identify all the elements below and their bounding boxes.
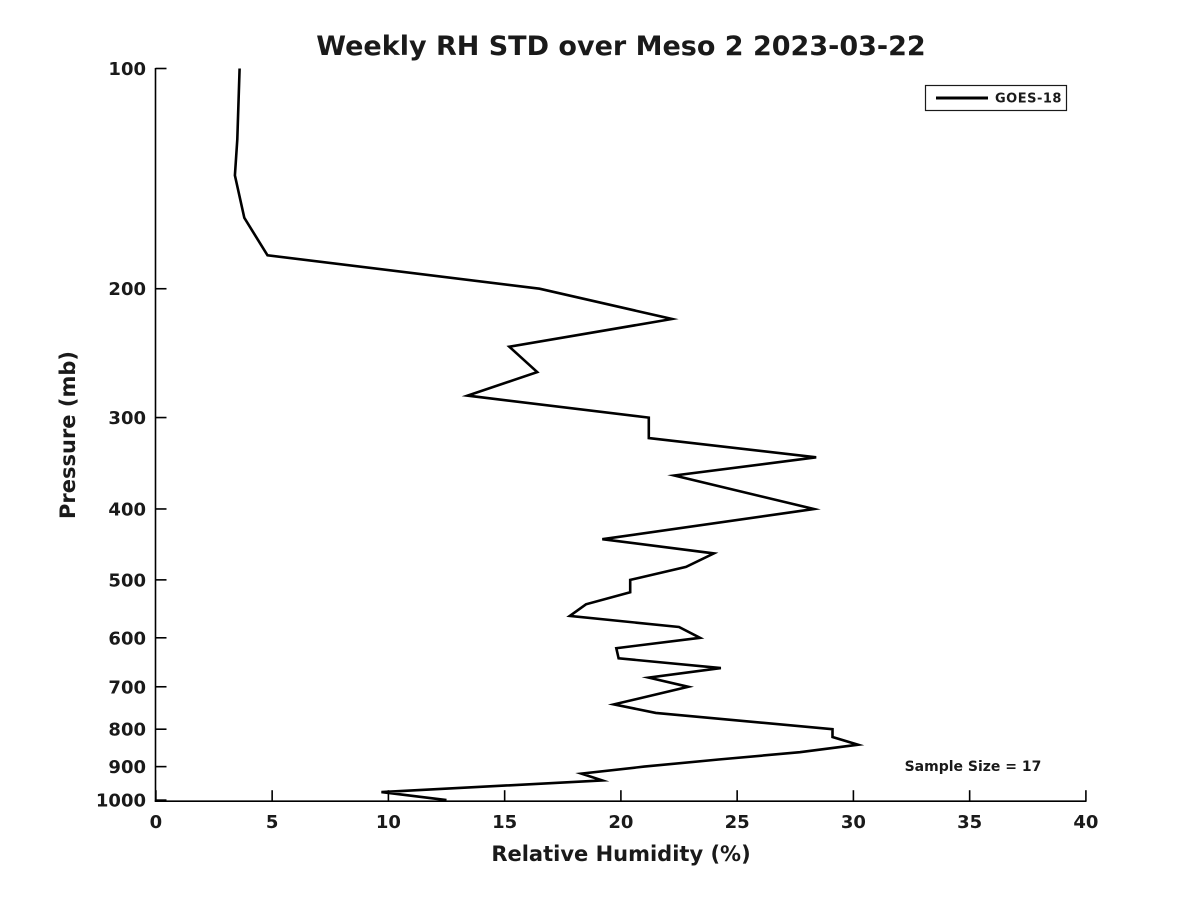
y-tick-label: 800	[108, 720, 146, 741]
x-tick-label: 25	[725, 812, 750, 833]
x-tick-label: 20	[608, 812, 633, 833]
y-tick-label: 1000	[96, 791, 146, 812]
x-tick-label: 5	[266, 812, 279, 833]
y-tick-label: 200	[108, 279, 146, 300]
x-tick-label: 30	[841, 812, 866, 833]
y-tick-label: 600	[108, 628, 146, 649]
x-tick-label: 35	[957, 812, 982, 833]
axis-ticks	[155, 67, 1087, 802]
y-axis-label: Pressure (mb)	[56, 351, 80, 519]
x-tick-label: 40	[1073, 812, 1098, 833]
legend: GOES-18	[924, 84, 1068, 112]
y-tick-label: 100	[108, 59, 146, 80]
y-tick-label: 900	[108, 757, 146, 778]
x-axis-label: Relative Humidity (%)	[491, 842, 750, 866]
data-series-group	[233, 68, 865, 802]
y-tick-label: 500	[108, 570, 146, 591]
x-tick-label: 10	[376, 812, 401, 833]
x-tick-label: 15	[492, 812, 517, 833]
sample-size-annotation: Sample Size = 17	[905, 759, 1042, 775]
chart-title: Weekly RH STD over Meso 2 2023-03-22	[316, 31, 925, 62]
legend-entry-label: GOES-18	[995, 92, 1062, 107]
x-tick-label: 0	[150, 812, 163, 833]
y-tick-label: 400	[108, 499, 146, 520]
y-tick-label: 700	[108, 677, 146, 698]
rh-std-line-goes-18	[233, 68, 865, 802]
axis-tick-labels: 0 5 10 15 20 25 30 35 40 100 200 300 400 500 600 700 800…	[96, 59, 1099, 833]
y-tick-label: 300	[108, 408, 146, 429]
